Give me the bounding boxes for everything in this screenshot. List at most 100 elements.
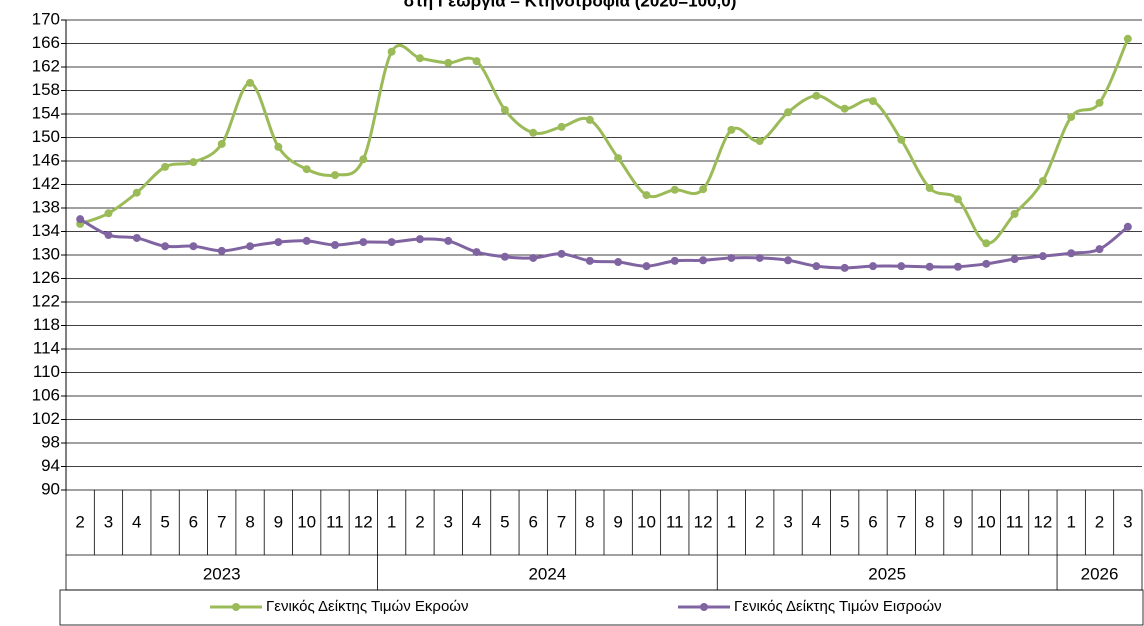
x-tick-label: 4 — [472, 512, 481, 531]
x-tick-label: 3 — [783, 512, 792, 531]
point — [1123, 222, 1132, 231]
x-tick-label: 8 — [245, 512, 254, 531]
x-tick-label: 5 — [160, 512, 169, 531]
x-tick-label: 2 — [415, 512, 424, 531]
x-tick-label: 5 — [840, 512, 849, 531]
x-tick-label: 8 — [925, 512, 934, 531]
point — [812, 91, 821, 100]
point — [387, 238, 396, 247]
x-tick-label: 12 — [354, 512, 373, 531]
point — [444, 58, 453, 67]
point — [840, 263, 849, 272]
x-tick-label: 7 — [897, 512, 906, 531]
point — [500, 105, 509, 114]
point — [784, 256, 793, 265]
legend-marker — [700, 603, 708, 611]
legend-label: Γενικός Δείκτης Τιμών Εκροών — [266, 598, 469, 615]
point — [359, 155, 368, 164]
point — [415, 235, 424, 244]
x-tick-label: 9 — [274, 512, 283, 531]
x-tick-label: 11 — [1006, 512, 1024, 531]
point — [302, 165, 311, 174]
point — [1095, 98, 1104, 107]
point — [415, 54, 424, 63]
y-tick-label: 98 — [41, 432, 60, 451]
y-tick-label: 158 — [32, 80, 60, 99]
point — [1095, 245, 1104, 254]
point — [104, 209, 113, 218]
y-tick-label: 166 — [32, 33, 60, 52]
y-tick-label: 162 — [32, 56, 60, 75]
x-tick-label: 4 — [132, 512, 141, 531]
point — [869, 97, 877, 106]
x-tick-label: 10 — [977, 512, 996, 531]
series-line — [79, 217, 1129, 270]
point — [104, 231, 113, 240]
x-tick-label: 6 — [189, 512, 198, 531]
point — [982, 259, 991, 268]
y-tick-label: 90 — [41, 479, 60, 498]
point — [246, 242, 255, 251]
y-tick-label: 142 — [32, 174, 60, 193]
point — [614, 154, 623, 163]
point — [925, 262, 934, 271]
year-label: 2024 — [528, 564, 566, 583]
y-tick-label: 170 — [32, 9, 60, 28]
y-tick-label: 138 — [32, 197, 60, 216]
point — [529, 253, 538, 262]
point — [982, 239, 991, 248]
point — [642, 191, 651, 200]
x-tick-label: 10 — [637, 512, 656, 531]
point — [727, 125, 736, 134]
x-tick-label: 1 — [1066, 512, 1075, 531]
point — [784, 108, 793, 117]
point — [614, 258, 623, 267]
point — [1038, 176, 1047, 185]
point — [76, 215, 85, 224]
y-tick-label: 154 — [32, 103, 60, 122]
point — [472, 57, 481, 66]
point — [387, 47, 396, 56]
x-tick-label: 4 — [812, 512, 821, 531]
year-label: 2023 — [203, 564, 241, 583]
point — [840, 104, 849, 113]
y-tick-label: 150 — [32, 127, 60, 146]
point — [699, 256, 708, 265]
x-tick-label: 7 — [557, 512, 566, 531]
y-tick-label: 126 — [32, 268, 60, 287]
point — [500, 252, 509, 261]
point — [699, 185, 708, 194]
point — [246, 78, 255, 87]
x-tick-label: 3 — [104, 512, 113, 531]
y-tick-label: 102 — [32, 409, 60, 428]
point — [812, 262, 821, 271]
point — [925, 184, 934, 193]
point — [331, 241, 339, 250]
x-tick-label: 10 — [297, 512, 316, 531]
legend-marker — [232, 603, 240, 611]
x-tick-label: 9 — [613, 512, 622, 531]
point — [642, 262, 651, 271]
point — [217, 246, 226, 255]
x-tick-label: 12 — [694, 512, 713, 531]
x-tick-label: 3 — [1123, 512, 1132, 531]
point — [1067, 112, 1076, 121]
point — [274, 142, 283, 151]
x-tick-label: 6 — [868, 512, 877, 531]
point — [670, 185, 679, 194]
x-tick-label: 5 — [500, 512, 509, 531]
x-tick-label: 12 — [1033, 512, 1052, 531]
y-tick-label: 114 — [33, 338, 60, 357]
point — [897, 135, 906, 144]
legend-label: Γενικός Δείκτης Τιμών Εισροών — [734, 598, 942, 615]
x-tick-label: 2 — [75, 512, 84, 531]
point — [302, 236, 311, 245]
point — [1067, 249, 1076, 258]
point — [331, 171, 339, 180]
point — [953, 195, 962, 204]
x-tick-label: 1 — [727, 512, 736, 531]
year-label: 2025 — [868, 564, 906, 583]
legend-box — [59, 589, 1144, 626]
point — [472, 248, 481, 257]
